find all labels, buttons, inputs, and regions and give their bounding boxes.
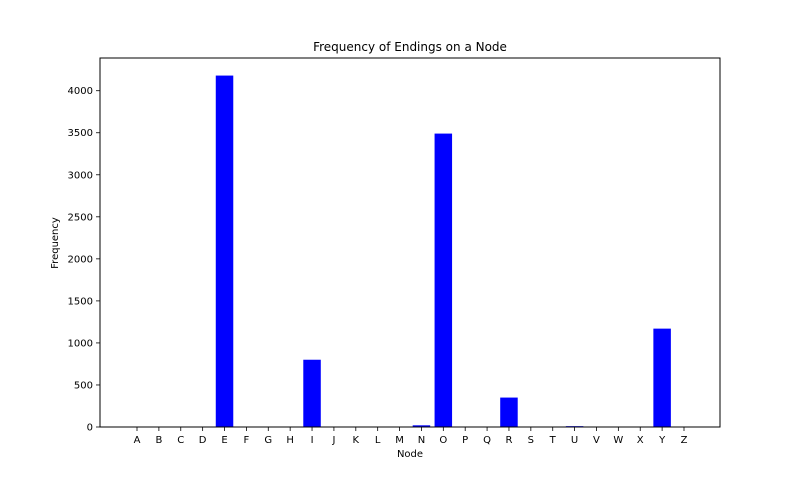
bar-N bbox=[412, 425, 431, 427]
x-tick-label: Z bbox=[681, 435, 688, 446]
x-tick-label: U bbox=[571, 435, 578, 446]
x-tick-label: O bbox=[439, 435, 447, 446]
x-tick-label: F bbox=[244, 435, 250, 446]
x-tick-label: T bbox=[549, 435, 557, 446]
x-tick-label: K bbox=[353, 435, 360, 446]
x-tick-label: I bbox=[311, 435, 314, 446]
y-tick-label: 500 bbox=[74, 380, 93, 391]
x-tick-label: N bbox=[418, 435, 425, 446]
x-tick-label: C bbox=[177, 435, 184, 446]
x-tick-label: G bbox=[264, 435, 272, 446]
x-tick-label: W bbox=[613, 435, 623, 446]
x-axis: A B C D E F G H I J K L M N O P Q R S T U V W X Y Z bbox=[134, 427, 688, 446]
y-axis: 0 500 1000 1500 2000 2500 3000 3500 4000 bbox=[68, 86, 100, 434]
y-tick-label: 0 bbox=[87, 423, 93, 434]
bar-I bbox=[303, 359, 321, 427]
y-tick-label: 2500 bbox=[68, 212, 93, 223]
bars-group bbox=[215, 75, 671, 427]
x-tick-label: L bbox=[375, 435, 381, 446]
y-tick-label: 1500 bbox=[68, 296, 93, 307]
x-tick-label: J bbox=[331, 435, 335, 446]
x-tick-label: E bbox=[221, 435, 227, 446]
bar-O bbox=[434, 133, 453, 427]
y-tick-label: 3000 bbox=[68, 170, 93, 181]
x-tick-label: X bbox=[637, 435, 644, 446]
x-tick-label: D bbox=[199, 435, 207, 446]
x-axis-label: Node bbox=[397, 449, 423, 460]
plot-frame bbox=[99, 57, 721, 428]
x-tick-label: V bbox=[593, 435, 600, 446]
x-tick-label: A bbox=[134, 435, 141, 446]
y-tick-label: 2000 bbox=[68, 254, 93, 265]
chart-title: Frequency of Endings on a Node bbox=[313, 40, 507, 54]
x-tick-label: P bbox=[462, 435, 468, 446]
x-tick-label: S bbox=[528, 435, 534, 446]
x-tick-label: H bbox=[286, 435, 294, 446]
y-axis-label: Frequency bbox=[50, 217, 61, 269]
bar-Y bbox=[653, 328, 671, 427]
x-tick-label: M bbox=[395, 435, 404, 446]
y-tick-label: 1000 bbox=[68, 338, 93, 349]
y-tick-label: 4000 bbox=[68, 86, 93, 97]
x-tick-label: B bbox=[155, 435, 162, 446]
y-tick-label: 3500 bbox=[68, 128, 93, 139]
bar-R bbox=[500, 397, 518, 427]
x-tick-label: Q bbox=[483, 435, 491, 446]
x-tick-label: Y bbox=[658, 435, 666, 446]
x-tick-label: R bbox=[505, 435, 512, 446]
bar-E bbox=[215, 75, 234, 427]
